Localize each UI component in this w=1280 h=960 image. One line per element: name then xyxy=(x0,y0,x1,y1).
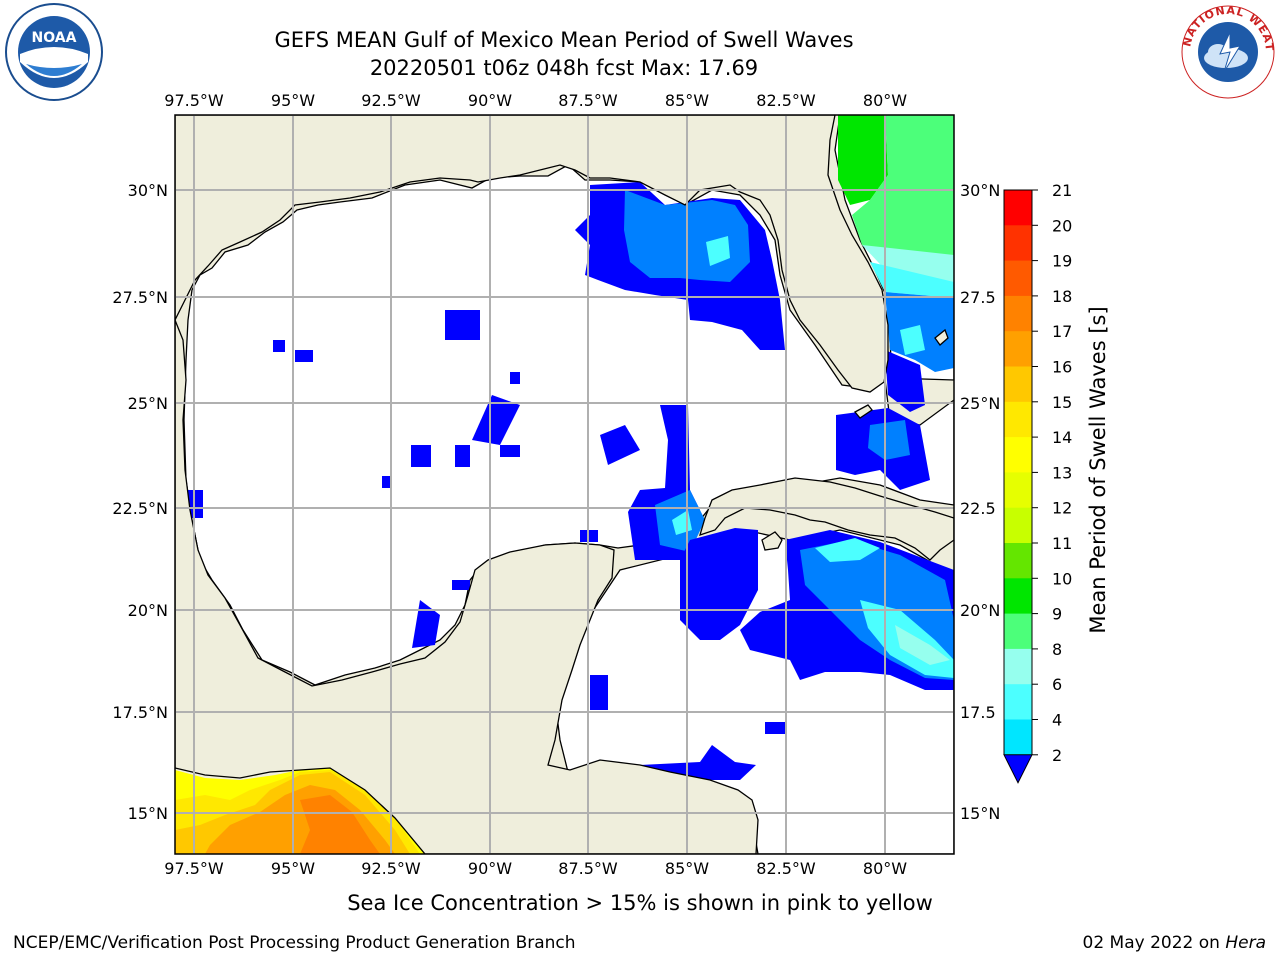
mexico-central-america xyxy=(175,319,759,854)
noaa-logo-text: NOAA xyxy=(32,30,77,46)
lat-label: 27.5°N xyxy=(112,288,168,307)
swell-field-gulf-scattered xyxy=(185,310,785,734)
colorbar-segment xyxy=(1004,578,1032,615)
lon-label: 97.5°W xyxy=(164,91,224,110)
chart-title: GEFS MEAN Gulf of Mexico Mean Period of … xyxy=(274,28,854,52)
lat-label: 15°N xyxy=(960,804,1000,823)
colorbar-tick-label: 12 xyxy=(1052,499,1072,518)
lat-label: 30°N xyxy=(960,181,1000,200)
lon-labels-bottom: 97.5°W 95°W 92.5°W 90°W 87.5°W 85°W 82.5… xyxy=(164,859,907,878)
colorbar-segment xyxy=(1004,543,1032,579)
colorbar-tick-label: 16 xyxy=(1052,358,1072,377)
lon-label: 95°W xyxy=(271,859,315,878)
map-area xyxy=(175,115,954,854)
colorbar-segment xyxy=(1004,225,1032,262)
credit-text: NCEP/EMC/Verification Post Processing Pr… xyxy=(13,933,576,953)
map-gridlines xyxy=(175,115,954,854)
bahamas-2 xyxy=(934,328,949,346)
lon-label: 82.5°W xyxy=(756,91,816,110)
colorbar-tick-label: 2 xyxy=(1052,746,1062,765)
colorbar-segment xyxy=(1004,401,1032,438)
colorbar-segment xyxy=(1004,613,1032,650)
lat-label: 22.5°N xyxy=(112,499,168,518)
isle-of-youth xyxy=(761,531,783,551)
colorbar-segment xyxy=(1004,719,1032,756)
lon-label: 80°W xyxy=(863,91,907,110)
colorbar-tick-label: 6 xyxy=(1052,675,1062,694)
lat-label: 17.5°N xyxy=(112,703,168,722)
lat-label: 20°N xyxy=(960,601,1000,620)
colorbar-segment xyxy=(1004,366,1032,403)
colorbar-segment xyxy=(1004,437,1032,473)
lat-label: 22.5 xyxy=(960,499,996,518)
sea-ice-caption: Sea Ice Concentration > 15% is shown in … xyxy=(347,891,933,915)
colorbar: 21 20 19 18 17 16 15 14 13 12 11 10 9 8 6 4 2 xyxy=(1003,181,1072,784)
lat-label: 15°N xyxy=(128,804,168,823)
lon-label: 90°W xyxy=(468,859,512,878)
lon-label: 82.5°W xyxy=(756,859,816,878)
colorbar-tick-label: 18 xyxy=(1052,287,1072,306)
lon-label: 85°W xyxy=(665,859,709,878)
colorbar-segment xyxy=(1004,331,1032,367)
colorbar-tick-label: 15 xyxy=(1052,393,1072,412)
colorbar-tick-label: 13 xyxy=(1052,463,1072,482)
lat-label: 20°N xyxy=(128,601,168,620)
colorbar-tick-label: 19 xyxy=(1052,252,1072,271)
land-masses xyxy=(175,115,954,854)
lon-label: 95°W xyxy=(271,91,315,110)
colorbar-tick-label: 21 xyxy=(1052,181,1072,200)
chart-subtitle: 20220501 t06z 048h fcst Max: 17.69 xyxy=(369,56,759,80)
colorbar-title: Mean Period of Swell Waves [s] xyxy=(1086,306,1110,634)
bahamas-1 xyxy=(853,404,873,419)
nws-logo: NATIONAL WEATHER SERVICE xyxy=(1178,2,1276,100)
lon-labels-top: 97.5°W 95°W 92.5°W 90°W 87.5°W 85°W 82.5… xyxy=(164,91,907,110)
lon-label: 90°W xyxy=(468,91,512,110)
date-text: 02 May 2022 on xyxy=(1082,933,1226,953)
colorbar-segment xyxy=(1004,260,1032,297)
lon-label: 80°W xyxy=(863,859,907,878)
lon-label: 85°W xyxy=(665,91,709,110)
colorbar-segment xyxy=(1004,684,1032,720)
lon-label: 87.5°W xyxy=(558,91,618,110)
noaa-logo: NOAA xyxy=(5,3,103,101)
colorbar-tick-label: 17 xyxy=(1052,322,1072,341)
colorbar-segment xyxy=(1004,472,1032,509)
colorbar-segment xyxy=(1004,295,1032,332)
swell-field-yucatan-cuba xyxy=(628,405,930,640)
lon-label: 92.5°W xyxy=(361,859,421,878)
map-frame xyxy=(174,114,955,855)
colorbar-segment xyxy=(1004,190,1032,226)
lat-label: 25°N xyxy=(128,394,168,413)
lon-label: 97.5°W xyxy=(164,859,224,878)
lat-label: 27.5 xyxy=(960,288,996,307)
lat-label: 25°N xyxy=(960,394,1000,413)
lon-label: 92.5°W xyxy=(361,91,421,110)
colorbar-tick-label: 4 xyxy=(1052,711,1062,730)
lat-label: 30°N xyxy=(128,181,168,200)
lon-label: 87.5°W xyxy=(558,859,618,878)
colorbar-tick-label: 10 xyxy=(1052,569,1072,588)
florida xyxy=(175,115,889,393)
colorbar-segment xyxy=(1004,648,1032,685)
lat-labels-left: 30°N 27.5°N 25°N 22.5°N 20°N 17.5°N 15°N xyxy=(112,181,168,823)
colorbar-tick-label: 20 xyxy=(1052,216,1072,235)
lat-labels-right: 30°N 27.5 25°N 22.5 20°N 17.5 15°N xyxy=(960,181,1000,823)
machine-name: Hera xyxy=(1225,933,1266,953)
colorbar-tick-label: 14 xyxy=(1052,428,1072,447)
colorbar-segment xyxy=(1004,507,1032,544)
colorbar-tick-label: 8 xyxy=(1052,640,1062,659)
lat-label: 17.5 xyxy=(960,703,996,722)
colorbar-extend-arrow xyxy=(1003,754,1033,784)
swell-field-atlantic xyxy=(838,115,954,412)
cuba xyxy=(699,477,954,561)
colorbar-tick-label: 11 xyxy=(1052,534,1072,553)
colorbar-tick-label: 9 xyxy=(1052,605,1062,624)
date-credit: 02 May 2022 on Hera xyxy=(1083,933,1267,953)
